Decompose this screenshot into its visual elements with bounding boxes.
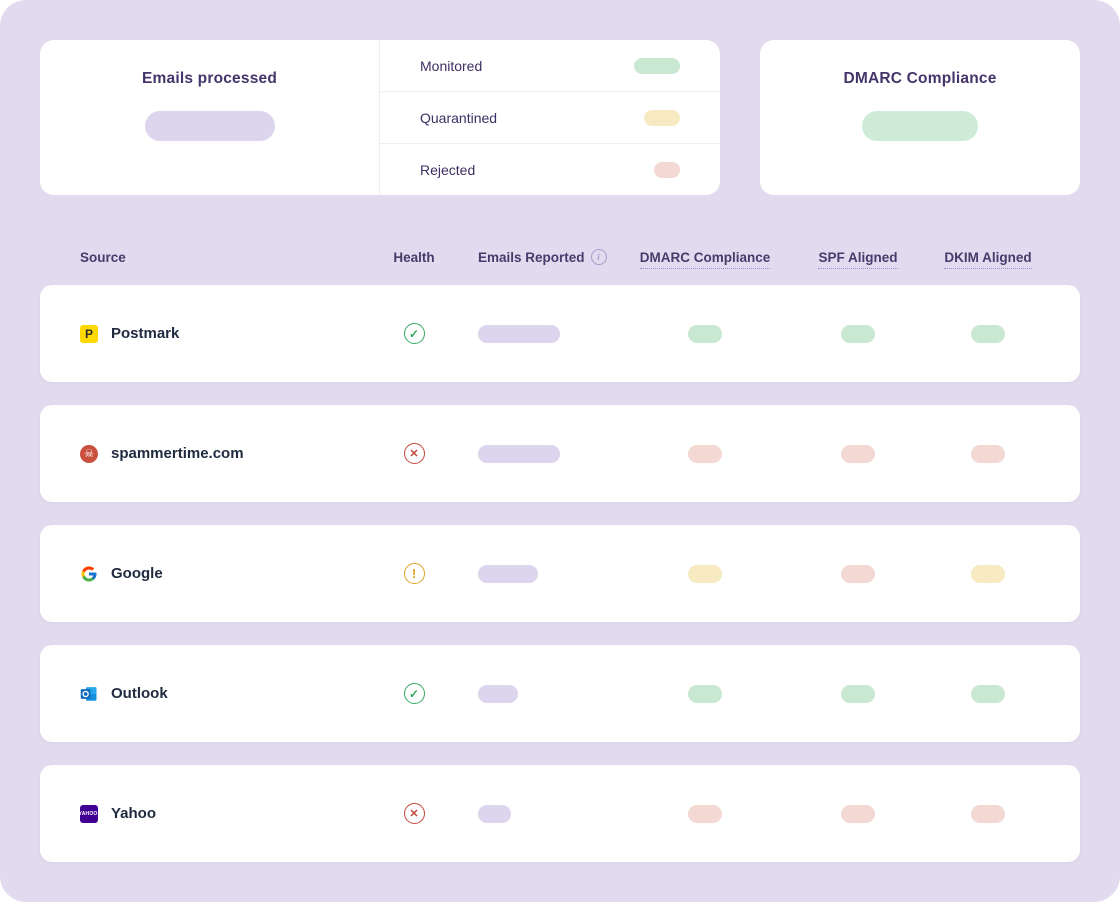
emails-processed-title: Emails processed: [141, 70, 278, 87]
health-status-icon: [403, 803, 425, 824]
spf-aligned-pill: [841, 684, 875, 703]
column-header-spf-aligned[interactable]: SPF Aligned: [780, 249, 936, 269]
source-cell: Google: [40, 565, 370, 583]
quarantined-value-pill: [644, 109, 680, 126]
source-cell: spammertime.com: [40, 444, 370, 463]
health-status-icon: [403, 323, 425, 344]
dmarc-compliance-pill: [688, 324, 722, 343]
source-name: spammertime.com: [111, 445, 244, 462]
legend-row-rejected: Rejected: [380, 143, 720, 195]
dmarc-compliance-pill: [688, 684, 722, 703]
dkim-aligned-pill: [971, 444, 1005, 463]
emails-reported-bar: [478, 684, 518, 703]
emails-processed-section: Emails processed: [40, 40, 380, 195]
table-row-postmark[interactable]: Postmark: [40, 285, 1080, 382]
column-header-emails-reported-label: Emails Reported: [478, 249, 585, 265]
table-header: Source Health Emails Reported DMARC Comp…: [40, 249, 1080, 269]
spf-aligned-pill: [841, 324, 875, 343]
column-header-dkim-aligned[interactable]: DKIM Aligned: [936, 249, 1080, 269]
health-status-icon: [403, 563, 425, 584]
dkim-aligned-pill: [971, 684, 1005, 703]
emails-reported-bar: [478, 324, 560, 343]
emails-reported-bar: [478, 564, 538, 583]
health-status-icon: [403, 683, 425, 704]
source-cell: Postmark: [40, 324, 370, 343]
dmarc-compliance-pill: [688, 564, 722, 583]
dkim-aligned-pill: [971, 804, 1005, 823]
legend-label: Rejected: [420, 161, 476, 178]
emails-breakdown-legend: Monitored Quarantined Rejected: [380, 40, 720, 195]
table-row-spammertime[interactable]: spammertime.com: [40, 405, 1080, 502]
source-name: Yahoo: [111, 805, 157, 822]
spf-aligned-pill: [841, 804, 875, 823]
spam-skull-icon: [80, 444, 98, 463]
google-logo-icon: [80, 565, 98, 583]
column-header-spf-label: SPF Aligned: [818, 249, 898, 269]
column-header-dmarc-label: DMARC Compliance: [639, 249, 771, 269]
monitored-value-pill: [634, 57, 680, 74]
legend-label: Quarantined: [420, 109, 498, 126]
outlook-logo-icon: [80, 685, 98, 703]
health-status-icon: [403, 443, 425, 464]
emails-processed-value-placeholder: [144, 111, 275, 141]
dmarc-compliance-card: DMARC Compliance: [760, 40, 1080, 195]
source-name: Google: [111, 565, 163, 582]
dmarc-compliance-pill: [688, 804, 722, 823]
source-name: Postmark: [111, 325, 180, 342]
dkim-aligned-pill: [971, 324, 1005, 343]
column-header-emails-reported: Emails Reported: [458, 249, 630, 265]
emails-processed-card: Emails processed Monitored Quarantined R…: [40, 40, 720, 195]
table-row-yahoo[interactable]: Yahoo: [40, 765, 1080, 862]
source-cell: Outlook: [40, 685, 370, 703]
summary-cards: Emails processed Monitored Quarantined R…: [0, 0, 1120, 195]
dmarc-compliance-pill: [688, 444, 722, 463]
postmark-logo-icon: [80, 324, 98, 343]
dkim-aligned-pill: [971, 564, 1005, 583]
spf-aligned-pill: [841, 564, 875, 583]
rejected-value-pill: [654, 161, 680, 178]
column-header-dmarc-compliance[interactable]: DMARC Compliance: [630, 249, 780, 269]
legend-row-quarantined: Quarantined: [380, 91, 720, 143]
column-header-source: Source: [80, 249, 126, 265]
dmarc-compliance-title: DMARC Compliance: [843, 70, 997, 87]
yahoo-logo-icon: [80, 804, 98, 823]
column-header-dkim-label: DKIM Aligned: [944, 249, 1032, 269]
source-cell: Yahoo: [40, 804, 370, 823]
emails-reported-bar: [478, 444, 560, 463]
dmarc-compliance-value-placeholder: [862, 111, 978, 141]
column-header-health: Health: [393, 249, 435, 265]
legend-row-monitored: Monitored: [380, 40, 720, 91]
source-name: Outlook: [111, 685, 168, 702]
table-row-google[interactable]: Google: [40, 525, 1080, 622]
legend-label: Monitored: [420, 57, 483, 74]
spf-aligned-pill: [841, 444, 875, 463]
emails-reported-bar: [478, 804, 511, 823]
table-row-outlook[interactable]: Outlook: [40, 645, 1080, 742]
info-circle-icon[interactable]: [590, 249, 607, 265]
